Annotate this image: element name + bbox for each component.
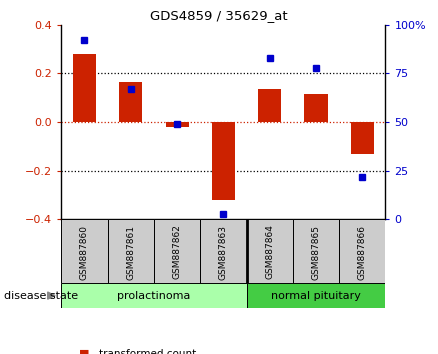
Bar <box>247 219 293 283</box>
Text: GSM887862: GSM887862 <box>173 224 182 279</box>
Bar <box>108 219 154 283</box>
Bar <box>73 54 96 122</box>
Bar <box>258 89 281 122</box>
Bar <box>119 82 142 122</box>
Bar <box>61 283 247 308</box>
Text: transformed count: transformed count <box>99 349 196 354</box>
Bar <box>212 122 235 200</box>
Text: GSM887866: GSM887866 <box>358 224 367 280</box>
Text: GDS4859 / 35629_at: GDS4859 / 35629_at <box>150 9 288 22</box>
Text: GSM887865: GSM887865 <box>311 224 321 280</box>
Bar <box>200 219 247 283</box>
Bar <box>351 122 374 154</box>
Bar <box>61 219 108 283</box>
Text: GSM887863: GSM887863 <box>219 224 228 280</box>
Bar <box>339 219 385 283</box>
Text: prolactinoma: prolactinoma <box>117 291 191 301</box>
Text: GSM887860: GSM887860 <box>80 224 89 280</box>
Text: ■: ■ <box>79 349 89 354</box>
Text: GSM887861: GSM887861 <box>126 224 135 280</box>
Bar <box>166 122 189 127</box>
Bar <box>304 94 328 122</box>
Bar <box>293 219 339 283</box>
Text: GSM887864: GSM887864 <box>265 224 274 279</box>
Text: disease state: disease state <box>4 291 78 301</box>
Text: normal pituitary: normal pituitary <box>271 291 361 301</box>
Bar <box>154 219 200 283</box>
Bar <box>247 283 385 308</box>
